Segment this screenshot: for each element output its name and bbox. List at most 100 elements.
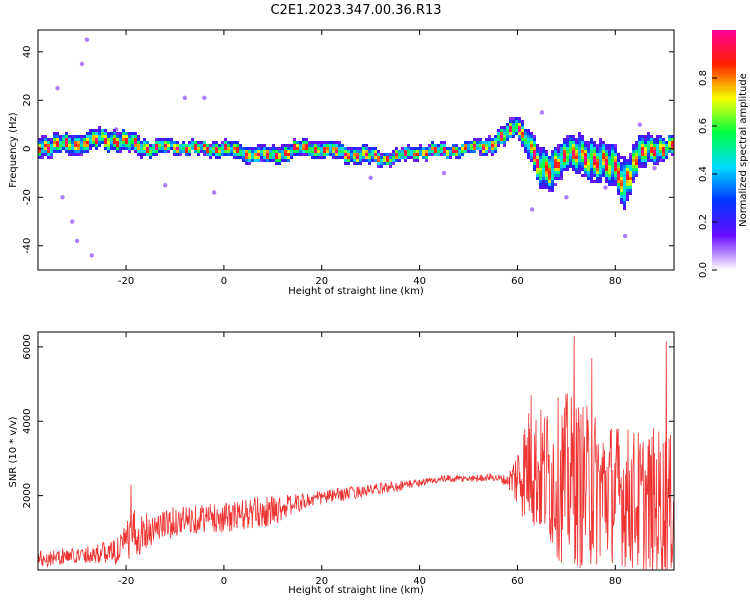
heatmap-cell (602, 150, 605, 153)
heatmap-cell (368, 162, 371, 165)
heatmap-cell (149, 144, 152, 147)
heatmap-cell (257, 144, 260, 147)
heatmap-cell (344, 159, 347, 162)
heatmap-cell (68, 138, 71, 141)
heatmap-cell (632, 180, 635, 183)
heatmap-cell (449, 153, 452, 156)
heatmap-cell (173, 141, 176, 144)
heatmap-cell (587, 162, 590, 165)
heatmap-cell (563, 156, 566, 159)
heatmap-cell (548, 174, 551, 177)
heatmap-cell (641, 144, 644, 147)
heatmap-cell (416, 153, 419, 156)
heatmap-cell (332, 144, 335, 147)
heatmap-cell (236, 156, 239, 159)
heatmap-cell (605, 147, 608, 150)
heatmap-cell (506, 138, 509, 141)
heatmap-cell (473, 141, 476, 144)
heatmap-cell (101, 141, 104, 144)
heatmap-cell (425, 159, 428, 162)
heatmap-cell (428, 144, 431, 147)
heatmap-cell (119, 144, 122, 147)
heatmap-cell (536, 165, 539, 168)
heatmap-cell (44, 153, 47, 156)
heatmap-cell (536, 174, 539, 177)
heatmap-cell (446, 153, 449, 156)
heatmap-cell (275, 156, 278, 159)
heatmap-cell (659, 141, 662, 144)
heatmap-cell (101, 135, 104, 138)
heatmap-cell (146, 150, 149, 153)
heatmap-cell (566, 162, 569, 165)
heatmap-cell (623, 180, 626, 183)
heatmap-cell (626, 162, 629, 165)
heatmap-cell (593, 150, 596, 153)
heatmap-cell (305, 138, 308, 141)
heatmap-cell (53, 144, 56, 147)
heatmap-cell (539, 186, 542, 189)
heatmap-cell (455, 144, 458, 147)
heatmap-cell (599, 141, 602, 144)
heatmap-cell (545, 153, 548, 156)
heatmap-cell (302, 138, 305, 141)
heatmap-cell (404, 153, 407, 156)
heatmap-cell (545, 162, 548, 165)
heatmap-cell (206, 150, 209, 153)
heatmap-cell (53, 147, 56, 150)
heatmap-cell (569, 150, 572, 153)
heatmap-cell (173, 153, 176, 156)
heatmap-cell (170, 147, 173, 150)
heatmap-speckle (70, 219, 75, 224)
heatmap-cell (278, 153, 281, 156)
x-tick-label: -20 (118, 576, 134, 587)
heatmap-cell (617, 153, 620, 156)
heatmap-cell (608, 180, 611, 183)
heatmap-cell (566, 159, 569, 162)
heatmap-cell (182, 141, 185, 144)
x-tick-label: -20 (118, 276, 134, 287)
heatmap-cell (653, 162, 656, 165)
heatmap-cell (557, 147, 560, 150)
heatmap-cell (392, 159, 395, 162)
heatmap-cell (215, 144, 218, 147)
heatmap-cell (104, 144, 107, 147)
heatmap-cell (578, 147, 581, 150)
heatmap-cell (92, 132, 95, 135)
heatmap-cell (599, 171, 602, 174)
heatmap-cell (656, 141, 659, 144)
heatmap-cell (533, 141, 536, 144)
heatmap-cell (602, 162, 605, 165)
heatmap-cell (365, 153, 368, 156)
heatmap-cell (281, 147, 284, 150)
heatmap-cell (368, 150, 371, 153)
heatmap-cell (209, 156, 212, 159)
heatmap-cell (560, 162, 563, 165)
heatmap-cell (332, 141, 335, 144)
heatmap-cell (239, 153, 242, 156)
heatmap-cell (614, 147, 617, 150)
heatmap-cell (620, 156, 623, 159)
heatmap-cell (338, 144, 341, 147)
heatmap-cell (356, 147, 359, 150)
heatmap-cell (383, 162, 386, 165)
heatmap-cell (413, 159, 416, 162)
heatmap-cell (665, 153, 668, 156)
heatmap-cell (284, 159, 287, 162)
heatmap-cell (422, 156, 425, 159)
heatmap-cell (518, 117, 521, 120)
heatmap-cell (275, 150, 278, 153)
heatmap-speckle (74, 238, 80, 244)
heatmap-cell (464, 147, 467, 150)
heatmap-cell (251, 147, 254, 150)
heatmap-cell (581, 168, 584, 171)
heatmap-cell (365, 150, 368, 153)
heatmap-cell (461, 150, 464, 153)
heatmap-cell (335, 144, 338, 147)
heatmap-cell (197, 141, 200, 144)
heatmap-cell (551, 150, 554, 153)
heatmap-cell (179, 144, 182, 147)
heatmap-cell (611, 177, 614, 180)
heatmap-cell (533, 165, 536, 168)
heatmap-cell (584, 162, 587, 165)
heatmap-cell (548, 186, 551, 189)
